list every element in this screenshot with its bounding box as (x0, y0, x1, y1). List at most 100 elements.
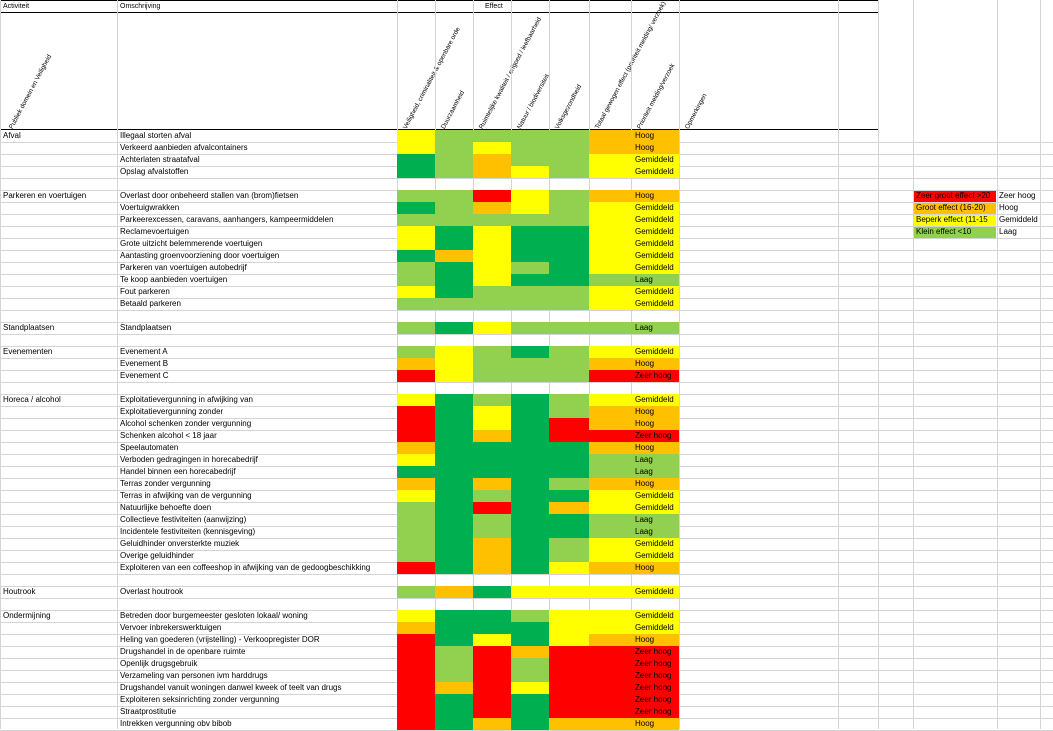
effect-cell (435, 346, 473, 358)
effect-cell (397, 166, 435, 178)
effect-cell (549, 238, 589, 250)
priority-cell: Hoog (631, 358, 679, 370)
effect-cell (511, 646, 549, 658)
effect-cell (435, 406, 473, 418)
effect-cell (473, 154, 511, 166)
effect-cell (473, 562, 511, 574)
row-description: Verboden gedragingen in horecabedrijf (120, 455, 258, 464)
priority-cell: Gemiddeld (631, 202, 679, 214)
effect-cell (511, 538, 549, 550)
effect-cell (397, 286, 435, 298)
total-effect-cell (589, 142, 631, 154)
effect-cell (435, 226, 473, 238)
priority-cell: Hoog (631, 418, 679, 430)
effect-cell (473, 142, 511, 154)
row-description: Overige geluidhinder (120, 551, 194, 560)
total-effect-cell (589, 214, 631, 226)
total-effect-cell (589, 562, 631, 574)
total-effect-cell (589, 286, 631, 298)
effect-cell (397, 238, 435, 250)
priority-cell: Gemiddeld (631, 490, 679, 502)
effect-cell (473, 250, 511, 262)
column-header-prioriteit: Prioriteit melding/verzoek (636, 62, 677, 131)
row-description: Exploiteren seksinrichting zonder vergun… (120, 695, 280, 704)
effect-cell (549, 526, 589, 538)
priority-cell: Gemiddeld (631, 226, 679, 238)
effect-cell (397, 322, 435, 334)
priority-cell: Gemiddeld (631, 154, 679, 166)
effect-cell (435, 562, 473, 574)
row-description: Alcohol schenken zonder vergunning (120, 419, 252, 428)
effect-cell (511, 346, 549, 358)
row-description: Drugshandel in de openbare ruimte (120, 647, 246, 656)
priority-cell: Hoog (631, 190, 679, 202)
effect-cell (511, 490, 549, 502)
total-effect-cell (589, 358, 631, 370)
effect-cell (549, 550, 589, 562)
effect-cell (511, 142, 549, 154)
total-effect-cell (589, 526, 631, 538)
row-description: Te koop aanbieden voertuigen (120, 275, 228, 284)
row-description: Drugshandel vanuit woningen danwel kweek… (120, 683, 342, 692)
effect-cell (397, 706, 435, 718)
effect-cell (397, 670, 435, 682)
activity-label: Standplaatsen (3, 323, 55, 332)
effect-cell (435, 214, 473, 226)
priority-cell: Hoog (631, 478, 679, 490)
priority-cell: Gemiddeld (631, 238, 679, 250)
effect-cell (511, 670, 549, 682)
effect-cell (511, 262, 549, 274)
header-effect: Effect (485, 3, 503, 10)
effect-cell (511, 514, 549, 526)
effect-cell (511, 274, 549, 286)
effect-cell (511, 202, 549, 214)
effect-cell (397, 190, 435, 202)
effect-cell (511, 622, 549, 634)
effect-cell (549, 718, 589, 730)
effect-cell (473, 130, 511, 142)
effect-cell (549, 166, 589, 178)
effect-cell (435, 250, 473, 262)
row-description: Overlast door onbeheerd stallen van (bro… (120, 191, 299, 200)
effect-cell (397, 298, 435, 310)
row-description: Incidentele festiviteiten (kennisgeving) (120, 527, 256, 536)
effect-cell (473, 586, 511, 598)
row-description: Standplaatsen (120, 323, 172, 332)
column-header-natuur: Natuur / biodiversiteit (516, 73, 551, 131)
row-description: Overlast houtrook (120, 587, 184, 596)
effect-cell (511, 358, 549, 370)
effect-cell (397, 550, 435, 562)
priority-cell: Zeer hoog (631, 658, 679, 670)
row-description: Grote uitzicht belemmerende voertuigen (120, 239, 263, 248)
effect-cell (397, 634, 435, 646)
priority-cell: Gemiddeld (631, 346, 679, 358)
activity-label: Afval (3, 131, 21, 140)
effect-cell (397, 538, 435, 550)
row-description: Verkeerd aanbieden afvalcontainers (120, 143, 248, 152)
effect-cell (397, 154, 435, 166)
grid-hline (0, 334, 1053, 335)
effect-cell (473, 430, 511, 442)
effect-cell (397, 346, 435, 358)
header-border-top (0, 0, 878, 1)
total-effect-cell (589, 538, 631, 550)
total-effect-cell (589, 274, 631, 286)
effect-cell (397, 418, 435, 430)
priority-cell: Laag (631, 322, 679, 334)
effect-cell (435, 274, 473, 286)
row-description: Terras zonder vergunning (120, 479, 211, 488)
effect-cell (549, 622, 589, 634)
effect-cell (397, 586, 435, 598)
priority-cell: Gemiddeld (631, 214, 679, 226)
effect-cell (549, 658, 589, 670)
effect-cell (511, 166, 549, 178)
priority-cell: Gemiddeld (631, 586, 679, 598)
effect-cell (473, 394, 511, 406)
effect-cell (549, 430, 589, 442)
effect-cell (549, 514, 589, 526)
header-border-bottom (0, 129, 878, 130)
priority-cell: Zeer hoog (631, 430, 679, 442)
legend-label-zeer-hoog: Zeer groot effect >20 (913, 190, 996, 202)
total-effect-cell (589, 166, 631, 178)
row-description: Heling van goederen (vrijstelling) - Ver… (120, 635, 320, 644)
